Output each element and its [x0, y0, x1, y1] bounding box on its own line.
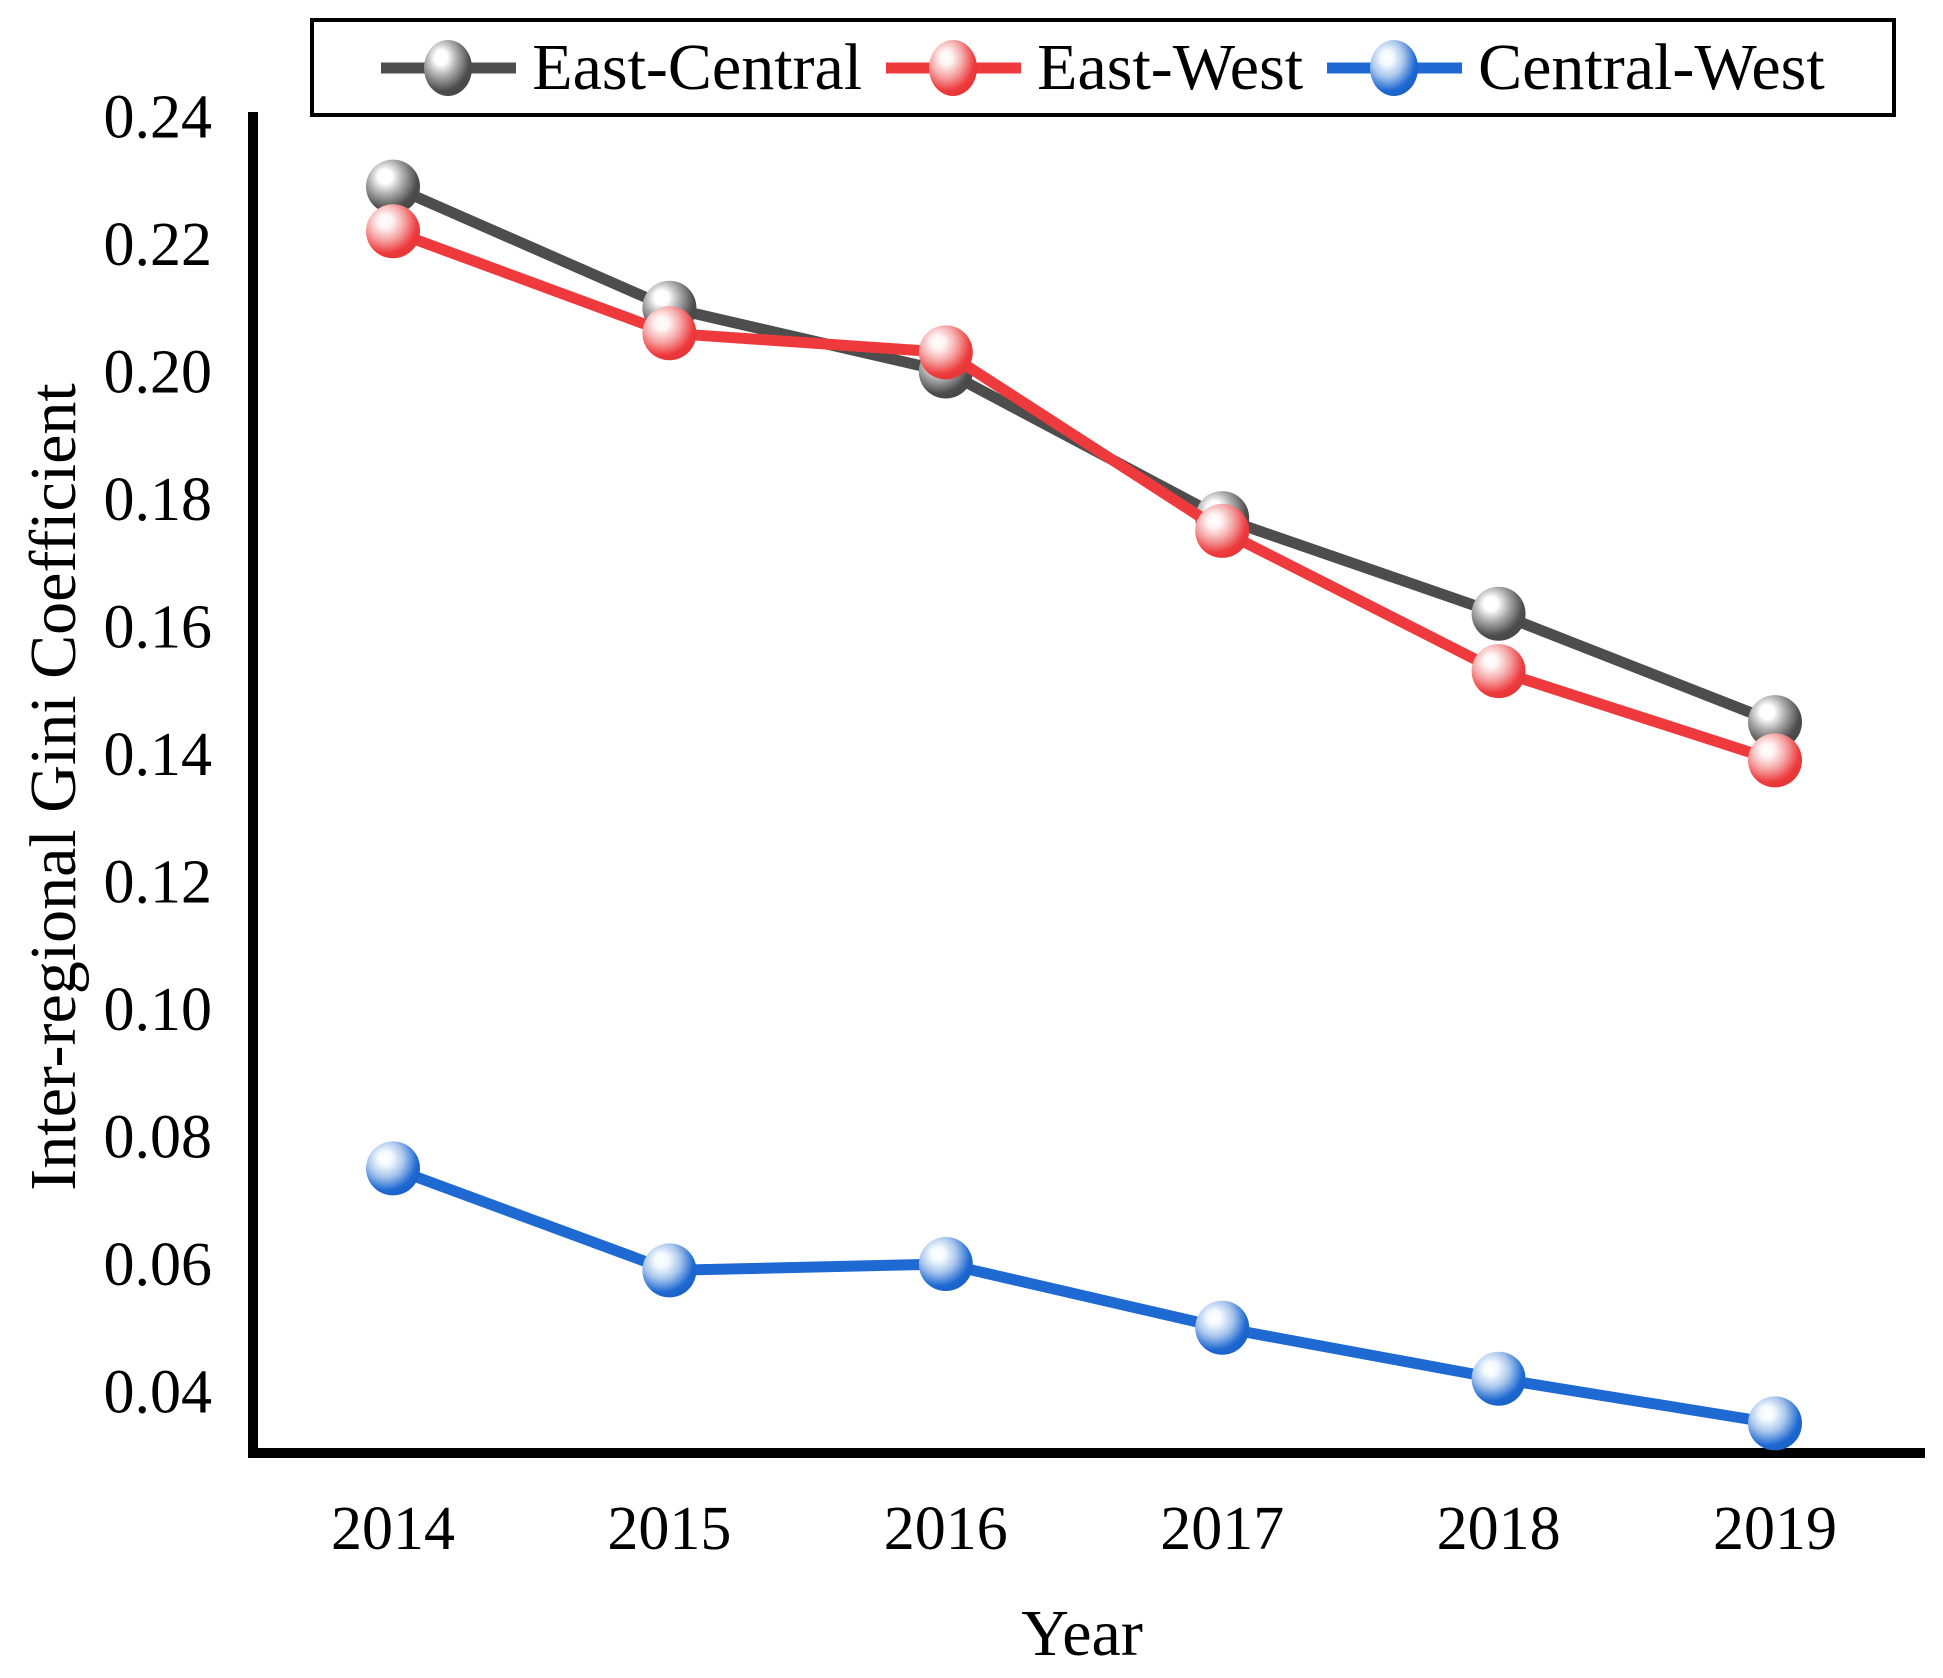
axes	[248, 112, 1925, 1458]
legend-item-central-west: Central-West	[1327, 30, 1825, 104]
data-point-marker	[1748, 733, 1802, 788]
data-point-marker	[366, 204, 420, 259]
y-tick-label: 0.22	[104, 211, 213, 279]
legend-item-east-central: East-Central	[381, 30, 863, 104]
x-tick-label: 2019	[1713, 1495, 1837, 1563]
data-point-marker	[642, 1243, 697, 1298]
data-point-marker	[1748, 695, 1802, 750]
y-tick-label: 0.24	[104, 84, 213, 152]
x-axis-title: Year	[1021, 1597, 1143, 1670]
legend-marker-icon	[886, 39, 1022, 96]
y-tick-label: 0.04	[104, 1359, 213, 1427]
legend-item-east-west: East-West	[886, 30, 1304, 104]
series-east-central	[366, 159, 1802, 750]
y-tick-label: 0.08	[104, 1104, 213, 1172]
data-point-marker	[918, 325, 973, 380]
data-point-marker	[1471, 644, 1526, 699]
data-point-marker	[1748, 1396, 1802, 1451]
y-tick-label: 0.18	[104, 466, 213, 534]
legend: East-Central East-West Central-West	[310, 18, 1896, 117]
x-tick-label: 2018	[1437, 1495, 1561, 1563]
y-tick-label: 0.06	[104, 1231, 213, 1299]
y-tick-label: 0.14	[104, 721, 213, 789]
series-east-west	[366, 204, 1802, 788]
x-tick-label: 2016	[884, 1495, 1008, 1563]
data-point-marker	[642, 306, 697, 361]
series-line	[387, 181, 1781, 728]
legend-label: Central-West	[1478, 30, 1825, 104]
y-tick-label: 0.10	[104, 976, 213, 1044]
data-point-marker	[1471, 1351, 1526, 1406]
y-axis-title: Inter-regional Gini Coefficient	[17, 383, 90, 1191]
y-tick-labels: 0.24 0.22 0.20 0.18 0.16 0.14 0.12 0.10 0.08 0.06…	[104, 84, 213, 1427]
data-point-marker	[1195, 503, 1250, 558]
data-point-marker	[1471, 586, 1526, 641]
x-tick-labels: 2014 2015 2016 2017 2018 2019	[331, 1495, 1837, 1563]
y-tick-label: 0.20	[104, 339, 213, 407]
legend-marker-icon	[1327, 39, 1463, 96]
x-tick-label: 2017	[1160, 1495, 1284, 1563]
data-point-marker	[366, 1141, 420, 1196]
legend-label: East-Central	[532, 30, 863, 104]
legend-marker-icon	[381, 39, 517, 96]
y-tick-label: 0.16	[104, 594, 213, 662]
legend-label: East-West	[1037, 30, 1304, 104]
series-line	[387, 225, 1781, 766]
data-point-marker	[366, 159, 420, 214]
y-tick-label: 0.12	[104, 849, 213, 917]
series-central-west	[366, 1141, 1802, 1451]
data-point-marker	[1195, 1300, 1250, 1355]
x-tick-label: 2014	[331, 1495, 455, 1563]
data-point-marker	[918, 1237, 973, 1291]
x-tick-label: 2015	[607, 1495, 731, 1563]
series-line	[387, 1162, 1781, 1429]
